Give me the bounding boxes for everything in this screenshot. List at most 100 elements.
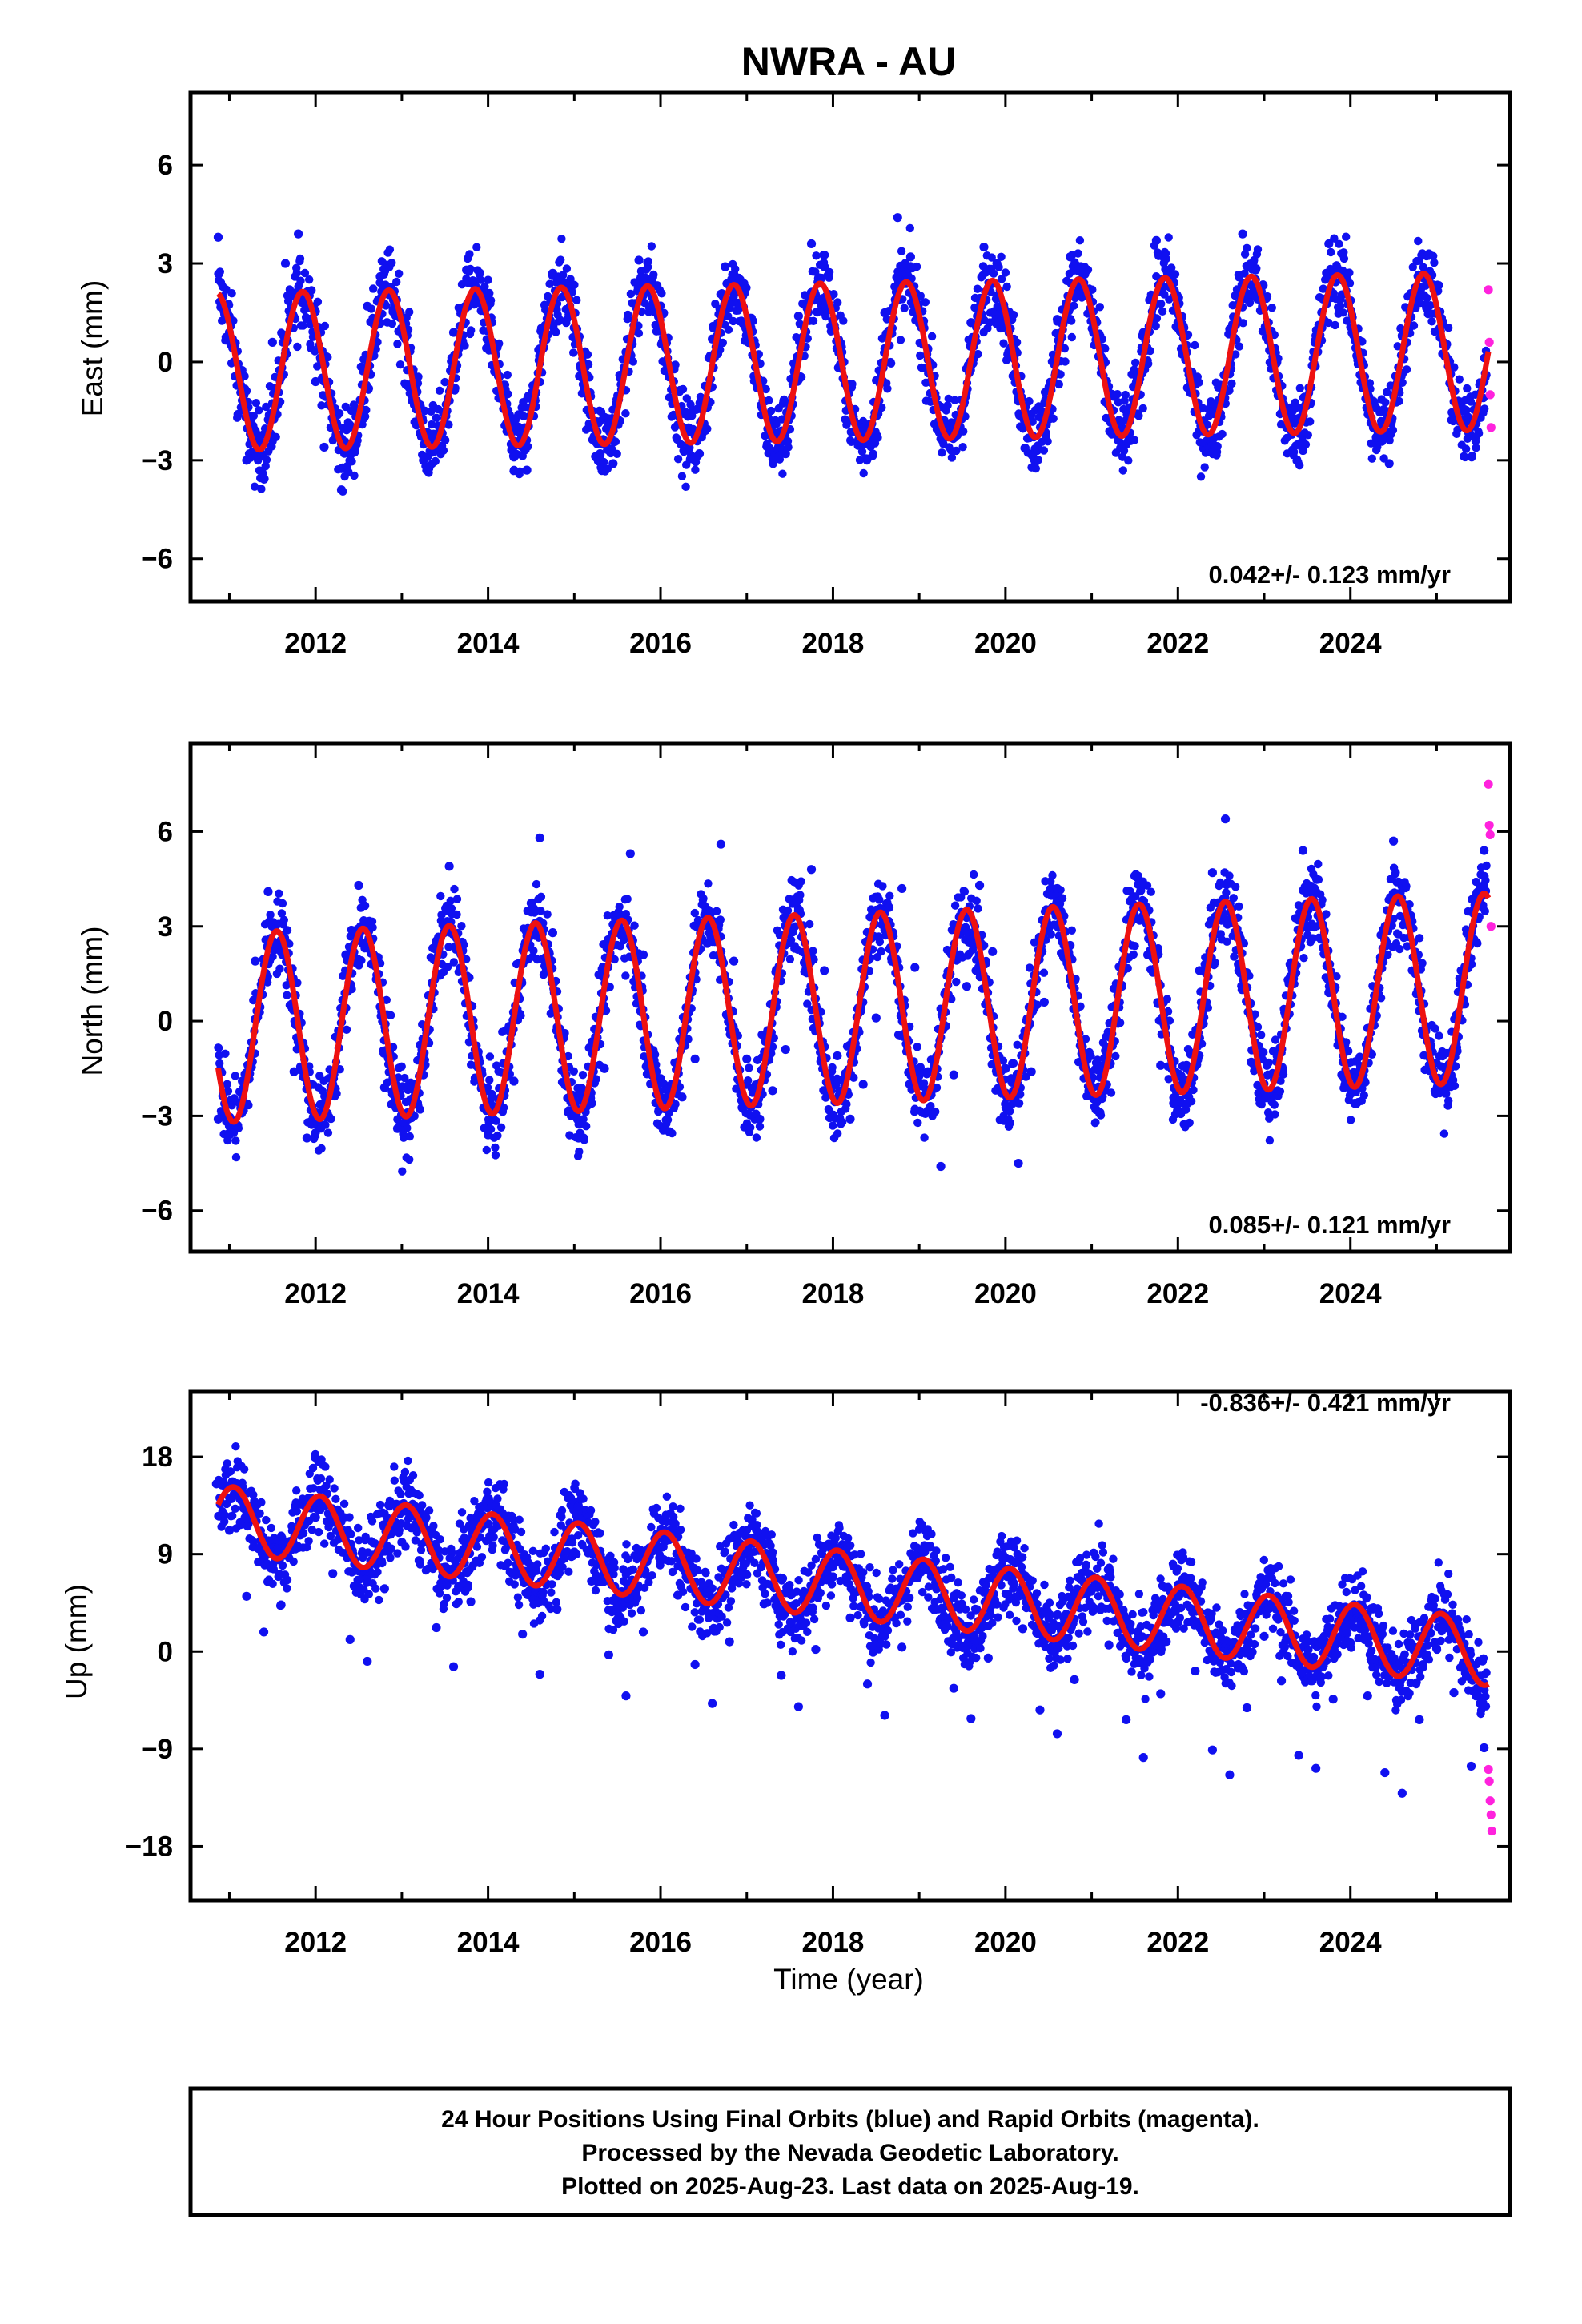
y-tick-label: 3 — [158, 248, 173, 279]
final-orbit-point — [1331, 320, 1339, 330]
north-y-axis-label: North (mm) — [76, 926, 109, 1076]
final-orbit-point — [1324, 318, 1333, 328]
final-orbit-point — [921, 298, 930, 307]
final-orbit-point — [397, 1062, 406, 1072]
final-orbit-point — [947, 453, 957, 462]
north-rate-label: 0.085+/- 0.121 mm/yr — [1209, 1211, 1451, 1239]
final-orbit-point — [877, 403, 886, 412]
final-orbit-point — [592, 1075, 600, 1084]
final-orbit-point — [450, 884, 459, 894]
final-orbit-point — [775, 455, 785, 464]
final-orbit-point — [1157, 300, 1166, 308]
final-orbit-point — [516, 1011, 525, 1020]
final-orbit-point — [970, 870, 978, 879]
final-orbit-point — [227, 1101, 236, 1110]
final-orbit-point — [1185, 1118, 1194, 1128]
final-orbit-point — [261, 462, 270, 471]
final-orbit-point — [1151, 235, 1161, 245]
final-orbit-point — [1218, 429, 1227, 439]
final-orbit-point — [1118, 466, 1128, 475]
final-orbit-point — [472, 243, 481, 251]
final-orbit-point — [974, 349, 982, 359]
final-orbit-point — [657, 289, 666, 298]
final-orbit-point — [524, 442, 532, 451]
final-orbit-point — [569, 348, 578, 357]
final-orbit-point — [1195, 378, 1203, 387]
y-tick-label: −3 — [141, 445, 173, 476]
final-orbit-point — [335, 409, 344, 418]
final-orbit-point — [305, 275, 314, 284]
final-orbit-point — [529, 947, 538, 955]
final-orbit-point — [905, 252, 915, 262]
final-orbit-point — [363, 301, 372, 311]
final-orbit-point — [673, 455, 683, 464]
final-orbit-point — [386, 1011, 396, 1020]
final-orbit-point — [880, 308, 889, 318]
final-orbit-point — [1342, 232, 1351, 241]
final-orbit-point — [1009, 310, 1018, 320]
final-orbit-point — [495, 339, 504, 348]
final-orbit-point — [1078, 268, 1088, 278]
final-orbit-point — [690, 908, 699, 918]
final-orbit-point — [1111, 1051, 1120, 1061]
final-orbit-point — [1129, 950, 1138, 959]
final-orbit-point — [1319, 284, 1328, 293]
final-orbit-point — [1367, 454, 1377, 463]
final-orbit-point — [323, 1128, 333, 1137]
final-orbit-point — [335, 1065, 344, 1074]
final-orbit-point — [873, 433, 882, 442]
final-orbit-point — [805, 919, 814, 929]
final-orbit-point — [1263, 292, 1272, 301]
final-orbit-point — [647, 242, 656, 251]
final-orbit-point — [496, 1123, 506, 1132]
final-orbit-point — [1060, 344, 1070, 353]
panel-frame — [188, 90, 1512, 604]
final-orbit-point — [931, 1107, 940, 1116]
rapid-orbit-point — [1484, 285, 1493, 295]
final-orbit-point — [875, 937, 885, 947]
final-orbit-point — [1240, 269, 1249, 278]
final-orbit-point — [452, 895, 462, 903]
final-orbit-point — [959, 427, 968, 436]
final-orbit-point — [694, 449, 705, 459]
final-orbit-point — [1306, 417, 1315, 426]
final-orbit-point — [1167, 263, 1176, 272]
daily-position-cloud — [214, 859, 1491, 1176]
final-orbit-point — [681, 482, 690, 491]
final-orbit-point — [1398, 378, 1407, 387]
final-orbit-point — [992, 259, 1002, 268]
final-orbit-point — [1225, 386, 1234, 395]
final-orbit-point — [663, 1116, 673, 1124]
final-orbit-point — [283, 926, 292, 935]
final-orbit-point — [483, 1083, 492, 1092]
final-orbit-point — [797, 372, 806, 382]
final-orbit-point — [1339, 248, 1348, 257]
final-orbit-point — [1466, 397, 1476, 406]
final-orbit-point — [556, 255, 565, 264]
final-orbit-point — [536, 892, 546, 902]
final-orbit-point — [1006, 1107, 1014, 1116]
final-orbit-point — [1039, 968, 1049, 977]
final-orbit-point — [1251, 265, 1260, 275]
final-orbit-point — [280, 259, 291, 268]
final-orbit-point — [1402, 365, 1411, 374]
final-orbit-point — [778, 469, 787, 478]
final-orbit-point — [767, 406, 776, 416]
final-orbit-point — [1106, 1088, 1116, 1097]
final-orbit-point — [575, 1147, 584, 1156]
final-orbit-point — [1200, 463, 1209, 472]
final-orbit-point — [1067, 332, 1077, 342]
final-orbit-point — [1295, 384, 1305, 392]
final-orbit-point — [1031, 464, 1041, 473]
final-orbit-point — [578, 1071, 588, 1080]
final-orbit-point — [885, 891, 894, 900]
y-tick-label: 6 — [158, 150, 173, 181]
final-orbit-point — [900, 304, 909, 312]
final-orbit-point — [644, 257, 652, 266]
final-orbit-point — [684, 1035, 693, 1043]
final-orbit-point — [385, 245, 395, 254]
final-orbit-point — [1295, 461, 1304, 470]
final-orbit-point — [1026, 409, 1036, 420]
final-orbit-point — [342, 1025, 351, 1035]
final-orbit-point — [745, 1063, 753, 1072]
